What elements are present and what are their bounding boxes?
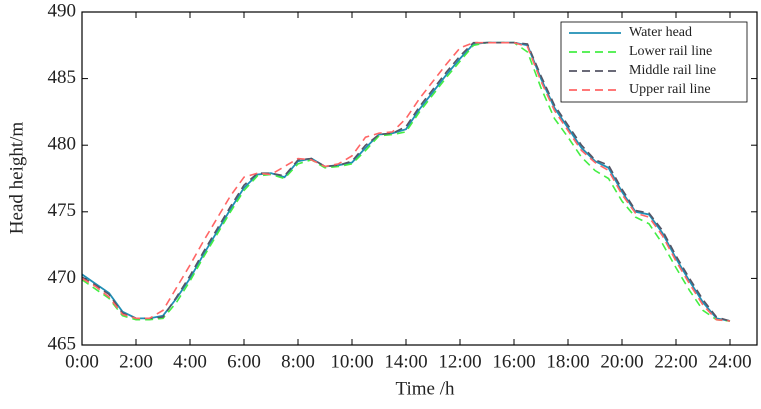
legend-label: Middle rail line [629, 63, 716, 78]
x-tick-label: 4:00 [173, 351, 207, 372]
x-tick-label: 16:00 [492, 351, 535, 372]
series-line [81, 41, 731, 322]
y-tick-label: 490 [48, 0, 77, 21]
y-tick-label: 480 [48, 134, 77, 155]
x-tick-label: 12:00 [438, 351, 481, 372]
y-tick-label: 475 [48, 200, 77, 221]
x-tick-label: 24:00 [708, 351, 751, 372]
legend-label: Water head [629, 25, 692, 40]
y-axis-label: Head height/m [6, 122, 27, 235]
series-line [81, 41, 731, 322]
x-axis-label: Time /h [396, 378, 455, 399]
y-tick-label: 470 [48, 267, 77, 288]
series-line [81, 41, 731, 322]
legend-label: Lower rail line [629, 44, 712, 59]
plot-frame [81, 11, 758, 346]
x-tick-label: 0:00 [65, 351, 99, 372]
legend-box [560, 21, 748, 103]
x-tick-label: 20:00 [600, 351, 643, 372]
x-tick-label: 8:00 [281, 351, 315, 372]
legend-label: Upper rail line [629, 82, 711, 97]
x-tick-label: 10:00 [330, 351, 373, 372]
x-tick-label: 6:00 [227, 351, 261, 372]
x-tick-label: 14:00 [384, 351, 427, 372]
y-tick-label: 465 [48, 333, 77, 354]
x-tick-label: 22:00 [654, 351, 697, 372]
y-tick-label: 485 [48, 67, 77, 88]
series-line [81, 41, 731, 322]
x-tick-label: 18:00 [546, 351, 589, 372]
legend: Water head Lower rail line Middle rail lin… [560, 21, 748, 103]
x-tick-label: 2:00 [119, 351, 153, 372]
